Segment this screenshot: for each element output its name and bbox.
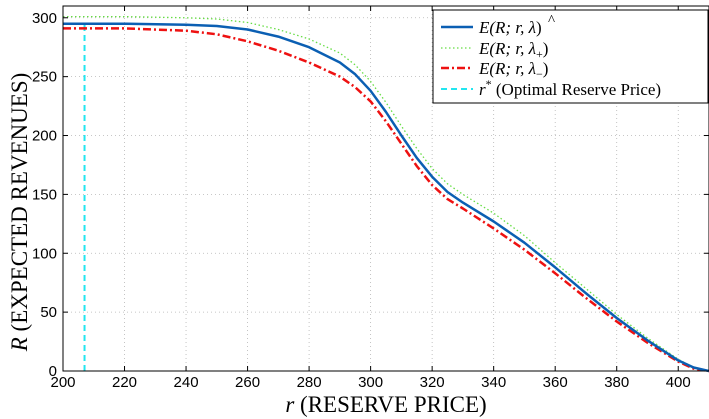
- x-tick-label: 280: [297, 374, 322, 391]
- y-tick-label: 50: [40, 304, 57, 321]
- legend-label-e-hat-close: ): [536, 18, 542, 37]
- legend-label-e-hat-lambda: λ: [528, 18, 536, 37]
- legend-label-r-star-sup: *: [486, 77, 492, 91]
- plot-frame: [62, 5, 709, 372]
- legend-label-r-star: r* (Optimal Reserve Price): [479, 77, 661, 99]
- x-tick-label: 340: [481, 374, 506, 391]
- legend-label-e-plus-close: ): [543, 39, 549, 58]
- y-tick-label: 250: [32, 69, 57, 86]
- series-line-e-minus: [63, 27, 709, 373]
- legend-label-e-plus-main: E(R; r,: [478, 39, 529, 58]
- legend-hat-mark: ^: [548, 13, 555, 29]
- legend-box: [432, 9, 709, 104]
- x-tick-label: 320: [420, 374, 445, 391]
- x-tick-label: 240: [174, 374, 199, 391]
- legend-label-e-minus-lambda: λ: [528, 59, 536, 78]
- legend-label-e-hat: E(R; r, λ): [478, 18, 542, 37]
- y-axis-var: R: [7, 337, 32, 352]
- legend-label-e-minus: E(R; r, λ−): [478, 59, 548, 81]
- y-axis-text: (EXPECTED REVENUES): [7, 73, 32, 337]
- x-tick-labels: 200 220 240 260 280 300 320 340 360 380 400: [50, 374, 690, 391]
- legend-label-e-hat-main: E(R; r,: [478, 18, 529, 37]
- y-tick-label: 200: [32, 128, 57, 145]
- x-axis-title: r (RESERVE PRICE): [285, 392, 486, 417]
- x-tick-label: 300: [358, 374, 383, 391]
- series-layer: [63, 15, 709, 373]
- legend-label-r-star-text: (Optimal Reserve Price): [492, 80, 661, 99]
- legend-label-e-plus: E(R; r, λ+): [478, 39, 548, 61]
- legend-label-e-minus-close: ): [543, 59, 549, 78]
- y-tick-labels: 0 50 100 150 200 250 300: [32, 10, 57, 380]
- legend-label-r-star-var: r: [479, 80, 486, 99]
- x-tick-label: 360: [543, 374, 568, 391]
- y-tick-label: 300: [32, 10, 57, 27]
- x-axis-text: (RESERVE PRICE): [294, 392, 486, 417]
- y-tick-label: 150: [32, 186, 57, 203]
- x-tick-label: 400: [666, 374, 691, 391]
- series-line-e-hat: [63, 22, 709, 373]
- series-line-e-plus: [63, 15, 709, 372]
- y-tick-label: 0: [49, 363, 57, 380]
- legend-label-e-minus-sub: −: [536, 67, 543, 81]
- legend: E(R; r, λ) ^ E(R; r, λ+) E(R; r, λ−) r* …: [432, 9, 709, 104]
- y-tick-label: 100: [32, 245, 57, 262]
- x-tick-label: 380: [604, 374, 629, 391]
- x-tick-label: 200: [50, 374, 75, 391]
- y-axis-title: R (EXPECTED REVENUES): [7, 73, 32, 353]
- legend-label-e-plus-sub: +: [536, 47, 543, 61]
- legend-label-e-minus-main: E(R; r,: [478, 59, 529, 78]
- legend-label-e-plus-lambda: λ: [528, 39, 536, 58]
- x-tick-label: 220: [112, 374, 137, 391]
- x-axis-var: r: [285, 392, 295, 417]
- x-tick-label: 260: [235, 374, 260, 391]
